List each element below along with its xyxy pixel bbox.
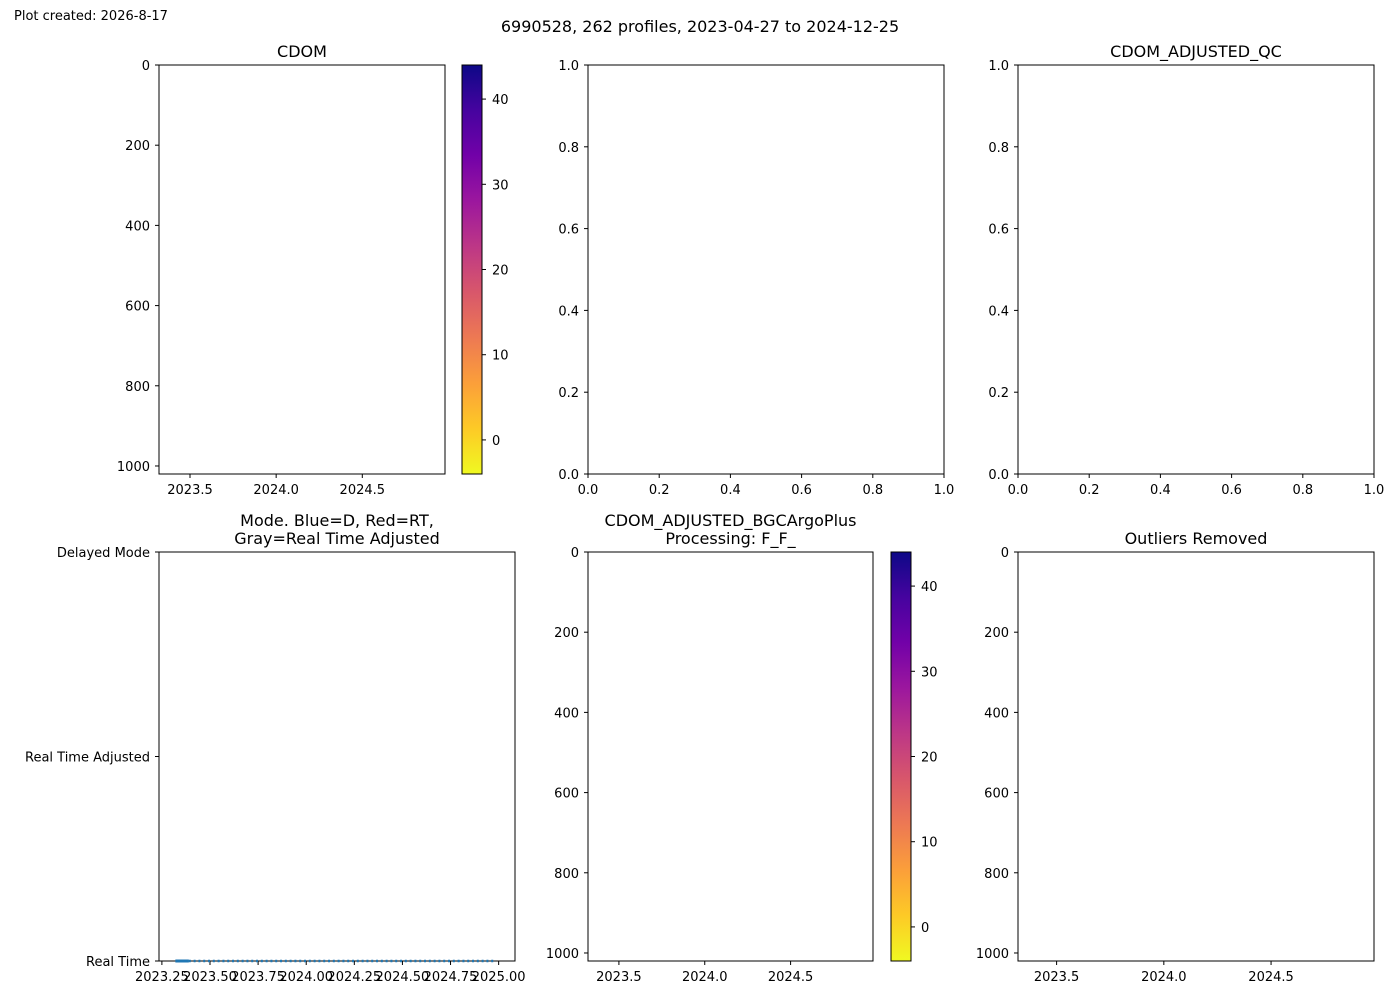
colorbar-tick-label: 10 (921, 836, 938, 851)
colorbar-tick-label: 0 (492, 434, 500, 449)
y-tick-label: 0.2 (558, 386, 579, 401)
plot-created-label: Plot created: 2026-8-17 (14, 9, 168, 24)
x-tick-label: 0.6 (791, 483, 812, 498)
figure-suptitle: 6990528, 262 profiles, 2023-04-27 to 202… (501, 17, 899, 36)
y-tick-label: 600 (125, 300, 150, 315)
y-tick-label: 800 (984, 867, 1009, 882)
y-tick-label: 0.0 (988, 468, 1009, 483)
x-tick-label: 2025.00 (472, 970, 526, 985)
y-tick-label: 0 (142, 59, 150, 74)
colorbar-tick-label: 40 (492, 93, 509, 108)
axes-frame (158, 64, 446, 475)
x-tick-label: 2024.5 (1248, 970, 1294, 985)
x-tick-label: 0.4 (1150, 483, 1171, 498)
x-tick-label: 0.2 (1079, 483, 1100, 498)
colorbar-tick-label: 20 (492, 264, 509, 279)
x-tick-label: 0.8 (862, 483, 883, 498)
y-tick-label: 0.6 (558, 223, 579, 238)
colorbar (890, 551, 912, 962)
panel-cdom_bgc: 2023.5 2024.0 2024.502004006008001000CDOM_… (546, 511, 938, 985)
y-tick-label: 200 (984, 626, 1009, 641)
colorbar-tick-label: 0 (921, 921, 929, 936)
y-tick-label: 0 (1001, 546, 1009, 561)
y-tick-label: Real Time (86, 955, 150, 970)
x-tick-label: 0.4 (720, 483, 741, 498)
x-tick-label: 2023.5 (596, 970, 642, 985)
y-tick-label: 800 (125, 380, 150, 395)
x-tick-label: 1.0 (1364, 483, 1385, 498)
x-tick-label: 0.0 (578, 483, 599, 498)
y-tick-label: 400 (554, 706, 579, 721)
x-tick-label: 2024.0 (253, 483, 299, 498)
colorbar (461, 64, 483, 475)
y-tick-label: 600 (554, 787, 579, 802)
panel-title-line: Processing: F_F_ (665, 529, 796, 549)
x-tick-label: 2024.50 (376, 970, 430, 985)
x-tick-label: 2024.00 (279, 970, 333, 985)
colorbar-tick-label: 20 (921, 751, 938, 766)
axes-frame (158, 551, 516, 962)
x-tick-label: 2023.5 (1034, 970, 1080, 985)
y-tick-label: 0.0 (558, 468, 579, 483)
x-tick-label: 0.0 (1008, 483, 1029, 498)
colorbar-tick-label: 10 (492, 349, 509, 364)
x-tick-label: 2024.5 (340, 483, 386, 498)
panel-title: CDOM_ADJUSTED_QC (1110, 42, 1282, 62)
y-tick-label: 800 (554, 867, 579, 882)
y-tick-label: 0.4 (558, 304, 579, 319)
y-tick-label: 200 (554, 626, 579, 641)
x-tick-label: 2023.25 (135, 970, 189, 985)
axes-frame (587, 551, 874, 962)
x-tick-label: 2024.5 (768, 970, 814, 985)
panel-mode: 2023.252023.502023.752024.002024.252024.… (25, 511, 526, 985)
y-tick-label: Delayed Mode (57, 546, 150, 561)
y-tick-label: 1000 (117, 460, 150, 475)
y-tick-label: 0.4 (988, 304, 1009, 319)
y-tick-label: 0 (571, 546, 579, 561)
x-tick-label: 2024.0 (682, 970, 728, 985)
x-tick-label: 2024.0 (1141, 970, 1187, 985)
y-tick-label: 1000 (546, 947, 579, 962)
y-tick-label: 1000 (976, 947, 1009, 962)
y-tick-label: 200 (125, 139, 150, 154)
panel-outliers: 2023.5 2024.0 2024.5 0 200 400 600 800 1000 Outli… (976, 529, 1375, 985)
y-tick-label: 0.6 (988, 223, 1009, 238)
colorbar-tick-label: 40 (921, 580, 938, 595)
panel-title-line: CDOM_ADJUSTED_BGCArgoPlus (605, 511, 857, 531)
y-tick-label: 1.0 (558, 59, 579, 74)
y-tick-label: 0.2 (988, 386, 1009, 401)
colorbar-tick-label: 30 (492, 178, 509, 193)
panel-title: CDOM (277, 42, 327, 61)
y-tick-label: 400 (125, 219, 150, 234)
x-tick-label: 0.8 (1292, 483, 1313, 498)
x-tick-label: 2024.75 (424, 970, 478, 985)
x-tick-label: 2024.25 (327, 970, 381, 985)
x-tick-label: 0.6 (1221, 483, 1242, 498)
y-tick-label: 400 (984, 706, 1009, 721)
colorbar-tick-label: 30 (921, 665, 938, 680)
y-tick-label: 600 (984, 787, 1009, 802)
y-tick-label: Real Time Adjusted (25, 751, 150, 766)
panel-cdom: 2023.5 2024.0 2024.5 0 200 400 600 800 1000 CDOM 0… (117, 42, 509, 498)
y-tick-label: 0.8 (558, 141, 579, 156)
axes-frame (1017, 64, 1375, 475)
panel-empty: 0.0 0.2 0.4 0.6 0.8 1.0 0.0 0.2 0.4 0.6 0.8 1.0 (558, 59, 954, 498)
x-tick-label: 2023.5 (167, 483, 213, 498)
panel-cdom_adjusted_qc: 0.0 0.2 0.4 0.6 0.8 1.0 0.0 0.2 0.4 0.6 0.8 1.0 CDOM… (988, 42, 1384, 498)
panel-title-line: Mode. Blue=D, Red=RT, (240, 511, 434, 530)
x-tick-label: 1.0 (934, 483, 955, 498)
y-tick-label: 0.8 (988, 141, 1009, 156)
x-tick-label: 2023.50 (183, 970, 237, 985)
x-tick-label: 2023.75 (231, 970, 285, 985)
axes-frame (587, 64, 945, 475)
panel-title-line: Gray=Real Time Adjusted (234, 529, 440, 548)
x-tick-label: 0.2 (649, 483, 670, 498)
y-tick-label: 1.0 (988, 59, 1009, 74)
axes-frame (1017, 551, 1375, 962)
panel-title: Outliers Removed (1125, 529, 1268, 548)
